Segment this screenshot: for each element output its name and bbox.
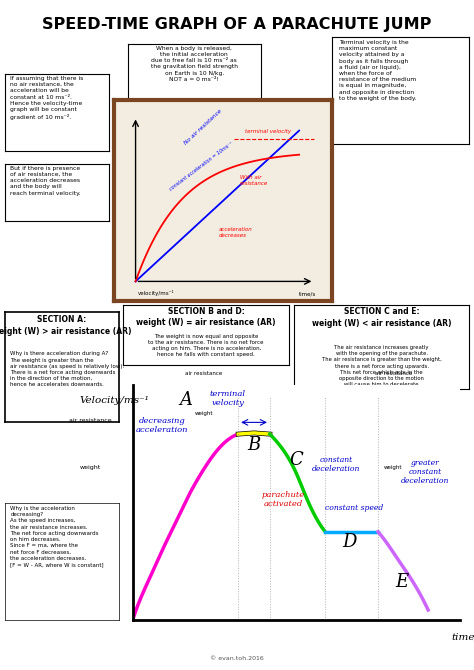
Text: B: B bbox=[247, 436, 261, 454]
Text: acceleration
decreases: acceleration decreases bbox=[219, 227, 252, 238]
Text: The air resistance increases greatly
with the opening of the parachute.
The air : The air resistance increases greatly wit… bbox=[322, 345, 441, 387]
Text: terminal velocity: terminal velocity bbox=[245, 129, 291, 133]
Text: weight: weight bbox=[80, 465, 100, 470]
Text: SECTION B and D:
weight (W) = air resistance (AR): SECTION B and D: weight (W) = air resist… bbox=[137, 307, 276, 328]
Text: Why is there acceleration during A?
The weight is greater than the
air resistanc: Why is there acceleration during A? The … bbox=[10, 351, 125, 387]
Text: air resistance: air resistance bbox=[375, 371, 412, 376]
Text: Terminal velocity is the
maximum constant
velocity attained by a
body as it fall: Terminal velocity is the maximum constan… bbox=[338, 40, 416, 101]
Text: constant acceleration = 10ms⁻²: constant acceleration = 10ms⁻² bbox=[168, 141, 234, 192]
Text: C: C bbox=[289, 452, 303, 470]
Text: air resistance: air resistance bbox=[69, 418, 111, 423]
Text: A: A bbox=[179, 391, 192, 409]
Text: SECTION A:
weight (W) > air resistance (AR): SECTION A: weight (W) > air resistance (… bbox=[0, 315, 131, 336]
Text: parachute
activated: parachute activated bbox=[262, 491, 305, 509]
Text: constant
deceleration: constant deceleration bbox=[311, 456, 360, 473]
Text: weight: weight bbox=[384, 465, 403, 470]
Text: terminal
velocity: terminal velocity bbox=[210, 389, 246, 407]
Text: constant speed: constant speed bbox=[325, 505, 383, 513]
Text: time/s: time/s bbox=[299, 291, 316, 296]
Text: SPEED-TIME GRAPH OF A PARACHUTE JUMP: SPEED-TIME GRAPH OF A PARACHUTE JUMP bbox=[42, 17, 432, 31]
Text: The weight is now equal and opposite
to the air resistance. There is no net forc: The weight is now equal and opposite to … bbox=[148, 334, 264, 357]
Text: weight: weight bbox=[194, 411, 213, 416]
Text: Velocity/ms⁻¹: Velocity/ms⁻¹ bbox=[79, 397, 149, 405]
Text: decreasing
acceleration: decreasing acceleration bbox=[136, 417, 188, 434]
Text: E: E bbox=[395, 573, 408, 590]
Text: No air resistance: No air resistance bbox=[183, 109, 223, 145]
Text: SECTION C and E:
weight (W) < air resistance (AR): SECTION C and E: weight (W) < air resist… bbox=[312, 308, 451, 328]
Text: air resistance: air resistance bbox=[185, 371, 222, 376]
Text: D: D bbox=[342, 533, 356, 551]
Text: If assuming that there is
no air resistance, the
acceleration will be
constant a: If assuming that there is no air resista… bbox=[10, 76, 83, 119]
Text: © evan.toh.2016: © evan.toh.2016 bbox=[210, 656, 264, 661]
Text: time/s: time/s bbox=[452, 633, 474, 642]
Text: But if there is presence
of air resistance, the
acceleration decreases
and the b: But if there is presence of air resistan… bbox=[10, 166, 81, 196]
Text: With air
resistance: With air resistance bbox=[240, 175, 268, 186]
Text: velocity/ms⁻¹: velocity/ms⁻¹ bbox=[138, 291, 174, 296]
Text: When a body is released,
the initial acceleration
due to free fall is 10 ms⁻² as: When a body is released, the initial acc… bbox=[151, 46, 238, 82]
Text: greater
constant
deceleration: greater constant deceleration bbox=[401, 458, 450, 485]
Text: Why is the acceleration
decreasing?
As the speed increases,
the air resistance i: Why is the acceleration decreasing? As t… bbox=[10, 506, 104, 567]
